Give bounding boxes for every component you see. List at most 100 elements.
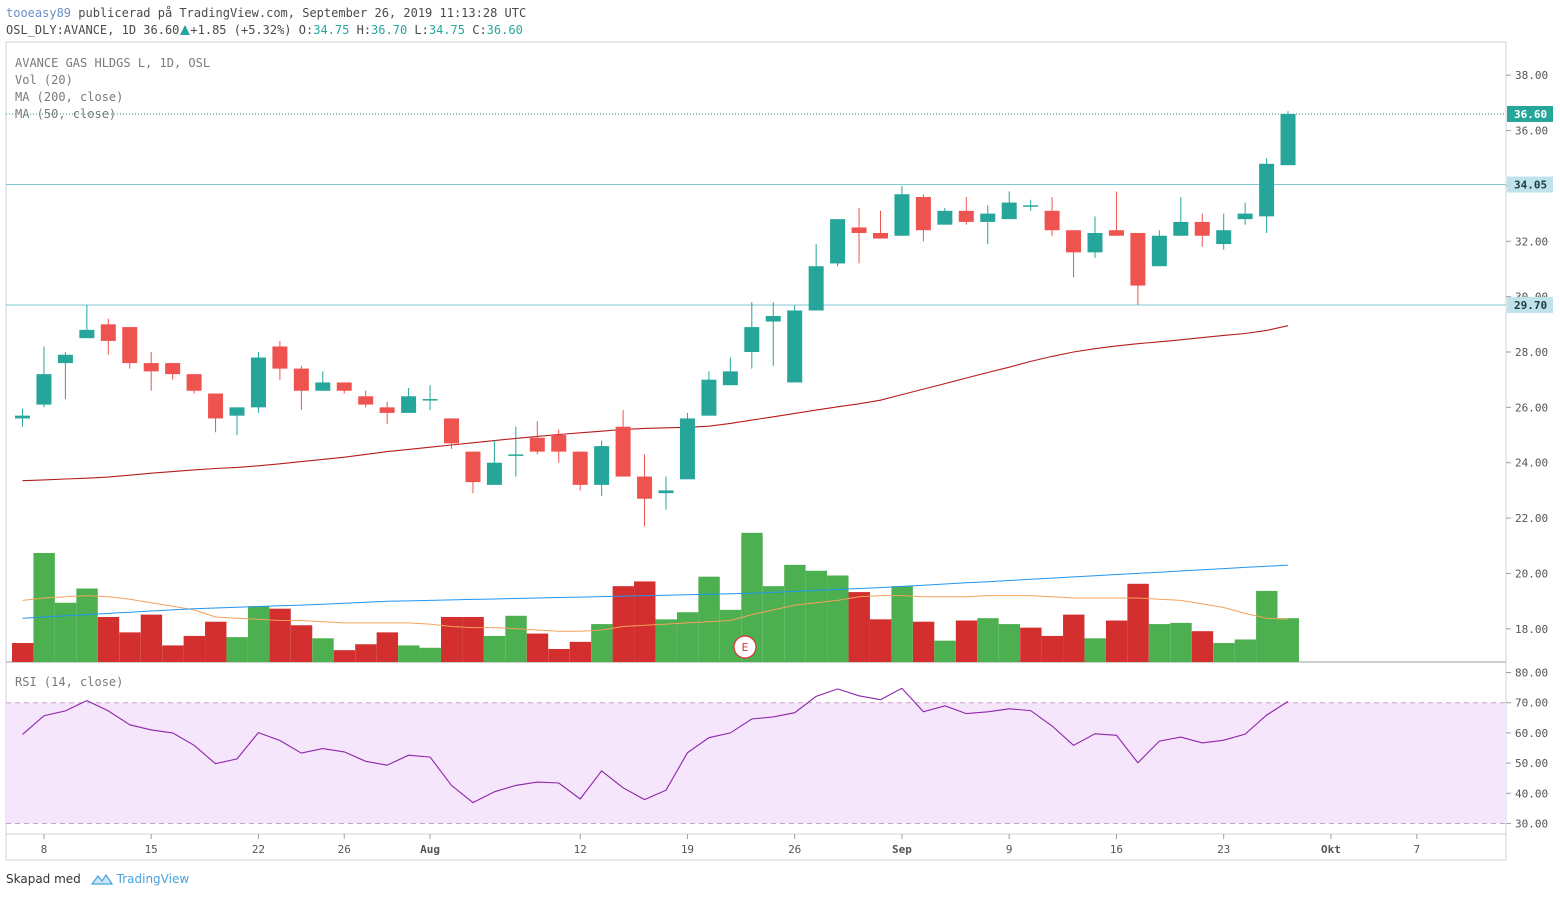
candle[interactable] (315, 371, 331, 391)
volume-bar[interactable] (934, 640, 956, 662)
earnings-marker[interactable]: E (733, 635, 757, 659)
candle[interactable] (637, 454, 653, 527)
volume-bar[interactable] (419, 647, 441, 662)
volume-bar[interactable] (891, 586, 913, 662)
candle[interactable] (422, 385, 438, 411)
volume-bar[interactable] (441, 616, 463, 662)
candle[interactable] (57, 352, 73, 400)
volume-bar[interactable] (1191, 631, 1214, 662)
rsi-axis[interactable]: 80.00 70.00 60.00 50.00 40.00 30.00 (1506, 667, 1548, 831)
volume-bar[interactable] (183, 635, 205, 662)
volume-bar[interactable] (33, 552, 55, 662)
candle[interactable] (980, 205, 996, 245)
volume-bar[interactable] (548, 648, 570, 662)
candle[interactable] (379, 401, 395, 424)
volume-bar[interactable] (784, 564, 806, 662)
rsi-line[interactable] (22, 687, 1289, 804)
candle[interactable] (1237, 202, 1253, 225)
candle[interactable] (615, 410, 631, 477)
author-link[interactable]: tooeasy89 (6, 6, 72, 20)
candle[interactable] (873, 210, 888, 239)
volume-bar[interactable] (977, 618, 999, 662)
volume-bar[interactable] (955, 620, 978, 662)
volume-bar[interactable] (1234, 639, 1257, 662)
volume-bar[interactable] (312, 638, 334, 662)
volume-bar[interactable] (333, 650, 356, 662)
candle[interactable] (1108, 191, 1124, 236)
candle[interactable] (1044, 197, 1060, 236)
candle[interactable] (744, 302, 760, 369)
volume-ma-line[interactable] (22, 595, 1289, 632)
candle[interactable] (444, 418, 459, 449)
volume-bar[interactable] (1277, 618, 1299, 662)
candle[interactable] (186, 374, 202, 394)
volume-bar[interactable] (1105, 620, 1128, 662)
candle[interactable] (679, 412, 695, 480)
volume-bar[interactable] (76, 588, 98, 662)
footer-brand-link[interactable]: TradingView (116, 872, 190, 886)
candle[interactable] (465, 451, 481, 494)
volume-bar[interactable] (462, 616, 484, 662)
candle[interactable] (250, 352, 266, 413)
volume-bar[interactable] (1020, 627, 1042, 662)
candle[interactable] (1001, 191, 1017, 220)
volume-bar[interactable] (827, 575, 849, 662)
volume-bar[interactable] (676, 612, 699, 662)
candle[interactable] (787, 304, 803, 383)
volume-bar[interactable] (1063, 614, 1085, 662)
volume-bar[interactable] (140, 614, 163, 662)
candle[interactable] (830, 219, 846, 267)
candle[interactable] (1194, 213, 1210, 247)
volume-bar[interactable] (870, 619, 892, 662)
legend-ma200[interactable]: MA (200, close) (15, 90, 123, 104)
volume-bar[interactable] (612, 586, 634, 662)
volume-ma-long-line[interactable] (22, 564, 1289, 619)
candle[interactable] (272, 340, 288, 380)
candle[interactable] (1130, 232, 1146, 305)
legend-ma50[interactable]: MA (50, close) (15, 107, 116, 121)
volume-bar[interactable] (505, 615, 527, 662)
volume-bar[interactable] (226, 637, 248, 662)
legend-rsi[interactable]: RSI (14, close) (15, 675, 123, 689)
volume-bar[interactable] (569, 641, 592, 662)
volume-bar[interactable] (1084, 638, 1106, 662)
volume-bar[interactable] (1170, 622, 1192, 662)
candle[interactable] (79, 304, 95, 339)
volume-bar[interactable] (162, 645, 184, 662)
candle[interactable] (1173, 197, 1189, 236)
candle[interactable] (551, 429, 567, 463)
candle[interactable] (336, 382, 352, 394)
volume-bar[interactable] (698, 576, 720, 662)
candle[interactable] (915, 194, 931, 242)
candle[interactable] (1259, 158, 1275, 233)
volume-bar[interactable] (998, 624, 1021, 662)
volume-bar[interactable] (912, 621, 935, 662)
candle[interactable] (894, 185, 910, 236)
candle[interactable] (851, 208, 867, 264)
candle[interactable] (722, 357, 738, 386)
volume-bar[interactable] (805, 570, 828, 662)
time-axis[interactable]: 8 15 22 26 Aug 12 19 26 Sep 9 16 23 Okt 7 (41, 834, 1420, 856)
candle[interactable] (701, 371, 717, 416)
volume-bar[interactable] (591, 624, 613, 662)
volume-bar[interactable] (1127, 583, 1149, 662)
volume-bar[interactable] (741, 532, 763, 662)
volume-bar[interactable] (269, 608, 291, 662)
volume-bar[interactable] (1213, 643, 1235, 662)
candle[interactable] (1151, 230, 1167, 267)
volume-bar[interactable] (1041, 635, 1063, 662)
volume-bar[interactable] (247, 606, 270, 662)
candle[interactable] (143, 352, 159, 391)
candle[interactable] (293, 365, 309, 411)
volume-bar[interactable] (97, 616, 120, 662)
volume-bar[interactable] (526, 633, 549, 662)
candle[interactable] (508, 426, 524, 477)
candle[interactable] (658, 476, 674, 510)
legend-vol[interactable]: Vol (20) (15, 73, 73, 87)
candle[interactable] (1023, 199, 1039, 211)
volume-bar[interactable] (398, 645, 420, 662)
candle[interactable] (208, 393, 224, 433)
candle[interactable] (1280, 111, 1296, 166)
candle[interactable] (1216, 213, 1232, 250)
